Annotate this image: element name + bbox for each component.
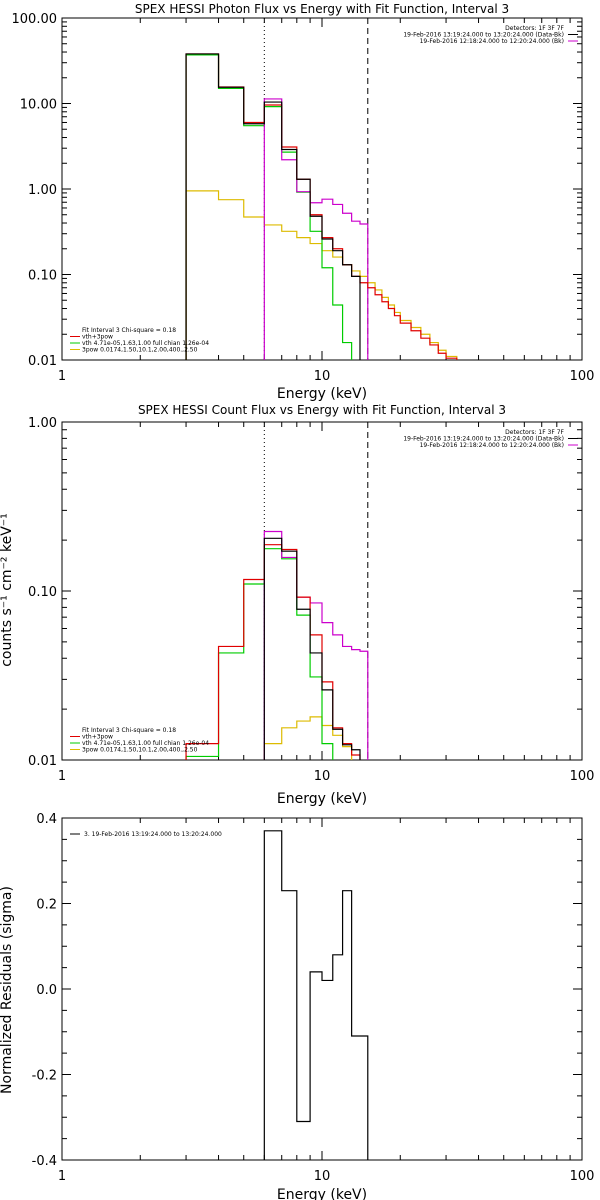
- y-tick-label: 0.4: [36, 812, 57, 827]
- x-tick-label: 10: [314, 1169, 331, 1184]
- residuals-panel: Energy (keV) Normalized Residuals (sigma…: [0, 812, 594, 1200]
- residuals-x-axis-label: Energy (keV): [277, 1187, 367, 1200]
- photon-flux-x-axis-label: Energy (keV): [277, 386, 367, 402]
- series-3pow-0-0174-1-50-10-1-2--line: [263, 716, 353, 760]
- y-tick-label: 0.10: [28, 269, 57, 284]
- x-tick-label: 1: [58, 769, 66, 784]
- legend-bottom-left-entry: 3pow 0.0174,1.50,10.1,2.00,400.,2.50: [82, 347, 198, 354]
- y-tick-label: 100.00: [12, 12, 58, 27]
- series-group-1: [185, 530, 369, 760]
- y-tick-label: 0.01: [28, 354, 57, 369]
- x-tick-label: 10: [314, 369, 331, 384]
- photon-flux-panel: SPEX HESSI Photon Flux vs Energy with Fi…: [12, 2, 595, 402]
- series-data-bk-line: [263, 537, 361, 760]
- series-vth-3pow-line: [185, 544, 361, 760]
- y-tick-label: -0.2: [32, 1069, 57, 1084]
- legend-bottom-left-entry: 3pow 0.0174,1.50,10.1,2.00,400.,2.50: [82, 747, 198, 754]
- x-tick-label: 100: [570, 1169, 595, 1184]
- y-tick-label: -0.4: [32, 1154, 57, 1169]
- residuals-y-axis-label: Normalized Residuals (sigma): [0, 886, 15, 1094]
- y-tick-label: 0.2: [36, 898, 57, 913]
- y-tick-label: 1.00: [28, 183, 57, 198]
- x-tick-label: 100: [570, 769, 595, 784]
- series-group-2: [263, 830, 369, 1160]
- legend-bottom-left-entry: vth 4.71e-05,1.63,1.00 full chian 1.26e-…: [82, 340, 209, 347]
- x-tick-label: 10: [314, 769, 331, 784]
- legend-bottom-left-entry: Fit Interval 3 Chi-square = 0.18: [82, 327, 176, 334]
- x-tick-label: 1: [58, 369, 66, 384]
- y-tick-label: 0.0: [36, 983, 57, 998]
- photon-flux-title: SPEX HESSI Photon Flux vs Energy with Fi…: [135, 2, 509, 16]
- legend-top-right-entry: Detectors: 1F 3F 7F: [505, 429, 564, 436]
- y-tick-label: 0.01: [28, 754, 57, 769]
- count-flux-panel: SPEX HESSI Count Flux vs Energy with Fit…: [0, 403, 594, 807]
- series-vth-4-71e-05-1-63-1-00-f-line: [185, 548, 334, 760]
- series-bk-line: [263, 98, 369, 360]
- count-flux-x-axis-label: Energy (keV): [277, 791, 367, 807]
- x-tick-label: 1: [58, 1169, 66, 1184]
- y-tick-label: 1.00: [28, 416, 57, 431]
- legend-top-right-entry: 19-Feb-2016 13:19:24.000 to 13:20:24.000…: [403, 32, 564, 39]
- y-tick-label: 10.00: [20, 98, 57, 113]
- series-vth-3pow-line: [185, 53, 458, 360]
- count-flux-title: SPEX HESSI Count Flux vs Energy with Fit…: [138, 403, 506, 417]
- series-3-19-feb-2016-13-19-24-0-line: [263, 830, 369, 1160]
- legend-bottom-left-entry: vth 4.71e-05,1.63,1.00 full chian 1.26e-…: [82, 740, 209, 747]
- legend-bottom-left-entry: Fit Interval 3 Chi-square = 0.18: [82, 727, 176, 734]
- series-bk-line: [263, 530, 369, 760]
- x-tick-label: 100: [570, 369, 595, 384]
- legend-entry: 3. 19-Feb-2016 13:19:24.000 to 13:20:24.…: [84, 831, 222, 838]
- y-tick-label: 0.10: [28, 585, 57, 600]
- count-flux-y-axis-label: counts s⁻¹ cm⁻² keV⁻¹: [0, 513, 15, 667]
- legend-bottom-left-entry: vth+3pow: [82, 334, 113, 341]
- series-group-0: [185, 53, 458, 360]
- legend-top-right-entry: 19-Feb-2016 12:18:24.000 to 12:20:24.000…: [420, 442, 564, 449]
- legend-top-right-entry: 19-Feb-2016 12:18:24.000 to 12:20:24.000…: [420, 38, 564, 45]
- legend-top-right-entry: 19-Feb-2016 13:19:24.000 to 13:20:24.000…: [403, 436, 564, 443]
- legend-top-right-entry: Detectors: 1F 3F 7F: [505, 25, 564, 32]
- series-data-bk-line: [185, 53, 361, 360]
- legend-bottom-left-entry: vth+3pow: [82, 734, 113, 741]
